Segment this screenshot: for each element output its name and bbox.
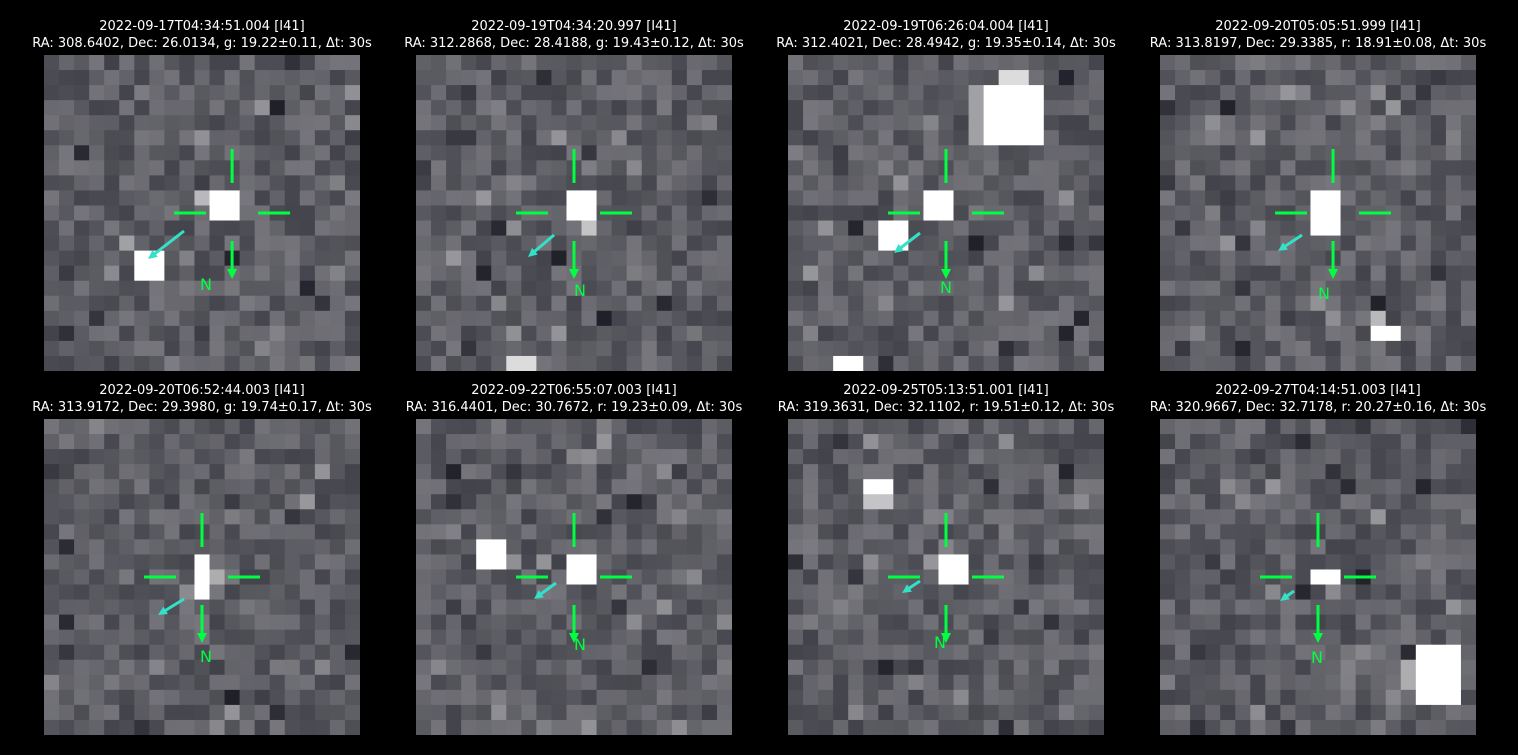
stamp-panel-7: 2022-09-25T05:13:51.001 [I41] RA: 319.36… bbox=[760, 382, 1132, 752]
north-arrow-icon: N bbox=[1311, 605, 1323, 667]
motion-arrow-icon bbox=[894, 231, 921, 253]
motion-arrow-icon bbox=[148, 229, 185, 259]
stamp-details: RA: 313.8197, Dec: 29.3385, r: 18.91±0.0… bbox=[1149, 36, 1487, 51]
motion-arrow-icon bbox=[528, 233, 555, 257]
cutout-image: N bbox=[788, 55, 1104, 371]
cutout-svg: N bbox=[1160, 55, 1476, 371]
motion-arrow-icon bbox=[534, 581, 557, 599]
north-arrow-icon: N bbox=[940, 241, 952, 297]
stamp-panel-2: 2022-09-19T04:34:20.997 [I41] RA: 312.28… bbox=[388, 18, 760, 388]
north-label: N bbox=[940, 278, 952, 297]
stamp-timestamp: 2022-09-17T04:34:51.004 [I41] bbox=[99, 19, 305, 34]
north-label: N bbox=[200, 647, 212, 666]
crosshair-icon bbox=[144, 513, 260, 579]
north-arrow-icon: N bbox=[934, 605, 951, 652]
stamp-panel-3: 2022-09-19T06:26:04.004 [I41] RA: 312.40… bbox=[760, 18, 1132, 388]
cutout-svg: N bbox=[44, 419, 360, 735]
north-label: N bbox=[200, 275, 212, 294]
cutout-image: N bbox=[1160, 419, 1476, 735]
cutout-image: N bbox=[44, 419, 360, 735]
stamp-timestamp: 2022-09-27T04:14:51.003 [I41] bbox=[1215, 383, 1421, 398]
cutout-svg: N bbox=[1160, 419, 1476, 735]
stamp-details: RA: 313.9172, Dec: 29.3980, g: 19.74±0.1… bbox=[32, 400, 372, 415]
stamp-panel-6: 2022-09-22T06:55:07.003 [I41] RA: 316.44… bbox=[388, 382, 760, 752]
cutout-image: N bbox=[788, 419, 1104, 735]
crosshair-icon bbox=[1275, 149, 1392, 215]
north-arrow-icon: N bbox=[1318, 241, 1339, 303]
cutout-image: N bbox=[416, 419, 732, 735]
north-label: N bbox=[934, 633, 946, 652]
stamp-panel-5: 2022-09-20T06:52:44.003 [I41] RA: 313.91… bbox=[16, 382, 388, 752]
crosshair-icon bbox=[516, 513, 632, 579]
north-label: N bbox=[574, 281, 586, 300]
stamp-details: RA: 319.3631, Dec: 32.1102, r: 19.51±0.1… bbox=[777, 400, 1115, 415]
north-label: N bbox=[574, 635, 586, 654]
cutout-svg: N bbox=[44, 55, 360, 371]
stamp-details: RA: 316.4401, Dec: 30.7672, r: 19.23±0.0… bbox=[405, 400, 743, 415]
cutout-image: N bbox=[1160, 55, 1476, 371]
stamp-timestamp: 2022-09-19T04:34:20.997 [I41] bbox=[471, 19, 677, 34]
north-arrow-icon: N bbox=[569, 605, 586, 654]
stamp-timestamp: 2022-09-20T06:52:44.003 [I41] bbox=[99, 383, 305, 398]
crosshair-icon bbox=[888, 513, 1004, 579]
stamp-panel-4: 2022-09-20T05:05:51.999 [I41] RA: 313.81… bbox=[1132, 18, 1504, 388]
north-label: N bbox=[1318, 284, 1330, 303]
stamp-timestamp: 2022-09-20T05:05:51.999 [I41] bbox=[1215, 19, 1421, 34]
stamp-timestamp: 2022-09-19T06:26:04.004 [I41] bbox=[843, 19, 1049, 34]
crosshair-icon bbox=[174, 149, 291, 215]
motion-arrow-icon bbox=[902, 579, 921, 593]
stamp-details: RA: 308.6402, Dec: 26.0134, g: 19.22±0.1… bbox=[32, 36, 372, 51]
north-arrow-icon: N bbox=[197, 605, 212, 666]
north-label: N bbox=[1311, 648, 1323, 667]
crosshair-icon bbox=[888, 149, 1004, 215]
stamp-details: RA: 312.2868, Dec: 28.4188, g: 19.43±0.1… bbox=[404, 36, 744, 51]
motion-arrow-icon bbox=[1280, 589, 1295, 601]
stamp-details: RA: 312.4021, Dec: 28.4942, g: 19.35±0.1… bbox=[776, 36, 1116, 51]
cutout-svg: N bbox=[788, 55, 1104, 371]
cutout-svg: N bbox=[416, 55, 732, 371]
north-arrow-icon: N bbox=[200, 241, 238, 294]
motion-arrow-icon bbox=[158, 597, 185, 615]
cutout-image: N bbox=[416, 55, 732, 371]
stamp-panel-1: 2022-09-17T04:34:51.004 [I41] RA: 308.64… bbox=[16, 18, 388, 388]
motion-arrow-icon bbox=[1278, 233, 1303, 251]
stamp-details: RA: 320.9667, Dec: 32.7178, r: 20.27±0.1… bbox=[1149, 400, 1487, 415]
stamp-timestamp: 2022-09-22T06:55:07.003 [I41] bbox=[471, 383, 677, 398]
cutout-image: N bbox=[44, 55, 360, 371]
cutout-svg: N bbox=[788, 419, 1104, 735]
stamp-timestamp: 2022-09-25T05:13:51.001 [I41] bbox=[843, 383, 1049, 398]
cutout-svg: N bbox=[416, 419, 732, 735]
crosshair-icon bbox=[1260, 513, 1376, 579]
north-arrow-icon: N bbox=[569, 241, 586, 300]
stamp-panel-8: 2022-09-27T04:14:51.003 [I41] RA: 320.96… bbox=[1132, 382, 1504, 752]
crosshair-icon bbox=[516, 149, 632, 215]
